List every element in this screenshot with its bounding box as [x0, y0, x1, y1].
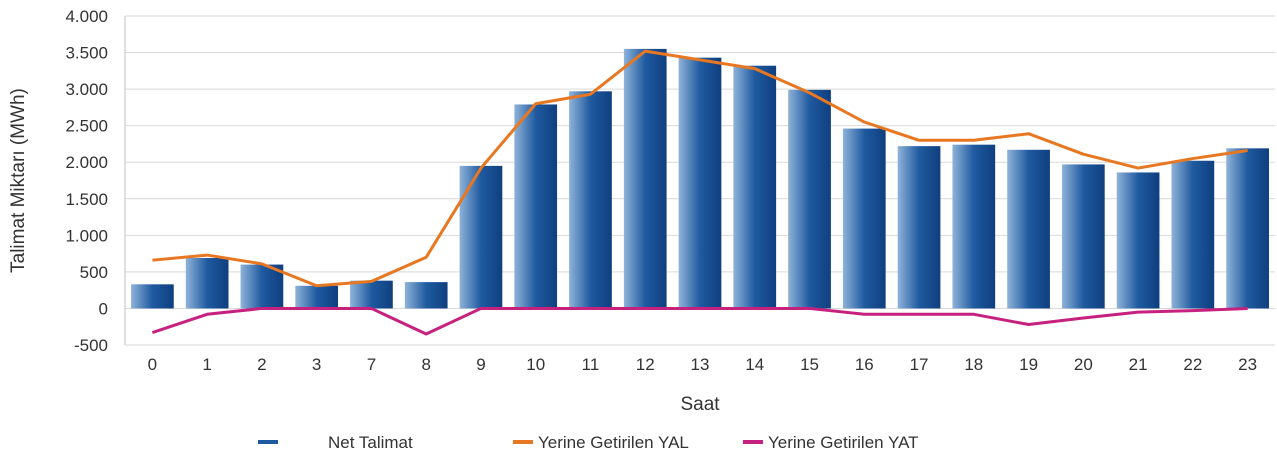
bar-net-talimat: [788, 90, 831, 309]
x-axis-ticks: 0 1 2 3 7 8 9 10 11 12 13 14 15 16 17 18 19 20 21 22 23: [148, 355, 1257, 374]
bar-net-talimat: [679, 58, 722, 309]
bar-net-talimat: [569, 91, 612, 308]
y-axis-title: Talimat Miktarı (MWh): [8, 88, 29, 273]
bar-net-talimat: [898, 146, 941, 308]
x-tick-label: 7: [367, 355, 376, 374]
x-tick-label: 12: [636, 355, 655, 374]
x-tick-label: 20: [1074, 355, 1093, 374]
bar-net-talimat: [1007, 150, 1050, 309]
bar-net-talimat: [1062, 164, 1105, 308]
line-yerine-getirilen-yat: [152, 308, 1247, 334]
x-tick-label: 3: [312, 355, 321, 374]
y-tick-label: 0: [99, 299, 108, 318]
y-axis-ticks: -500 0 500 1.000 1.500 2.000 2.500 3.000 3.500 4.…: [65, 7, 108, 355]
x-tick-label: 22: [1183, 355, 1202, 374]
y-tick-label: 3.500: [65, 44, 108, 63]
x-tick-label: 0: [148, 355, 157, 374]
y-tick-label: 1.000: [65, 226, 108, 245]
bar-net-talimat: [1226, 148, 1269, 308]
x-tick-label: 23: [1238, 355, 1257, 374]
legend: Net Talimat Yerine Getirilen YAL Yerine Ge…: [258, 433, 919, 452]
x-tick-label: 14: [745, 355, 764, 374]
bar-net-talimat: [350, 281, 393, 309]
x-tick-label: 1: [202, 355, 211, 374]
legend-net-talimat-label: Net Talimat: [328, 433, 413, 452]
x-axis-title: Saat: [680, 394, 720, 415]
bar-net-talimat: [952, 145, 995, 309]
y-tick-label: 2.500: [65, 117, 108, 136]
x-tick-label: 10: [526, 355, 545, 374]
x-tick-label: 15: [800, 355, 819, 374]
y-tick-label: 4.000: [65, 7, 108, 26]
x-tick-label: 16: [855, 355, 874, 374]
bar-net-talimat: [514, 104, 557, 308]
legend-yerine-getirilen-yat-label: Yerine Getirilen YAT: [768, 433, 919, 452]
legend-yerine-getirilen-yat-swatch: [743, 440, 763, 444]
x-tick-label: 18: [964, 355, 983, 374]
x-tick-label: 19: [1019, 355, 1038, 374]
bar-net-talimat: [131, 284, 174, 308]
bar-series: [131, 49, 1269, 309]
legend-yerine-getirilen-yal-swatch: [513, 440, 533, 444]
y-tick-label: 3.000: [65, 80, 108, 99]
y-tick-label: 2.000: [65, 153, 108, 172]
bar-net-talimat: [186, 258, 229, 308]
x-tick-label: 13: [691, 355, 710, 374]
x-tick-label: 8: [421, 355, 430, 374]
bar-net-talimat: [733, 66, 776, 309]
x-tick-label: 9: [476, 355, 485, 374]
bar-net-talimat: [1172, 161, 1215, 309]
y-tick-label: -500: [74, 336, 108, 355]
legend-yerine-getirilen-yal-label: Yerine Getirilen YAL: [538, 433, 689, 452]
x-tick-label: 11: [582, 355, 600, 374]
y-tick-label: 1.500: [65, 190, 108, 209]
legend-net-talimat-swatch: [258, 440, 278, 444]
x-tick-label: 17: [910, 355, 929, 374]
bar-net-talimat: [460, 166, 503, 309]
bar-net-talimat: [843, 129, 886, 309]
bar-net-talimat: [624, 49, 667, 309]
bar-net-talimat: [295, 286, 338, 309]
x-tick-label: 2: [257, 355, 266, 374]
y-tick-label: 500: [80, 263, 108, 282]
x-tick-label: 21: [1129, 355, 1148, 374]
bar-net-talimat: [405, 282, 448, 308]
bar-net-talimat: [1117, 172, 1160, 308]
